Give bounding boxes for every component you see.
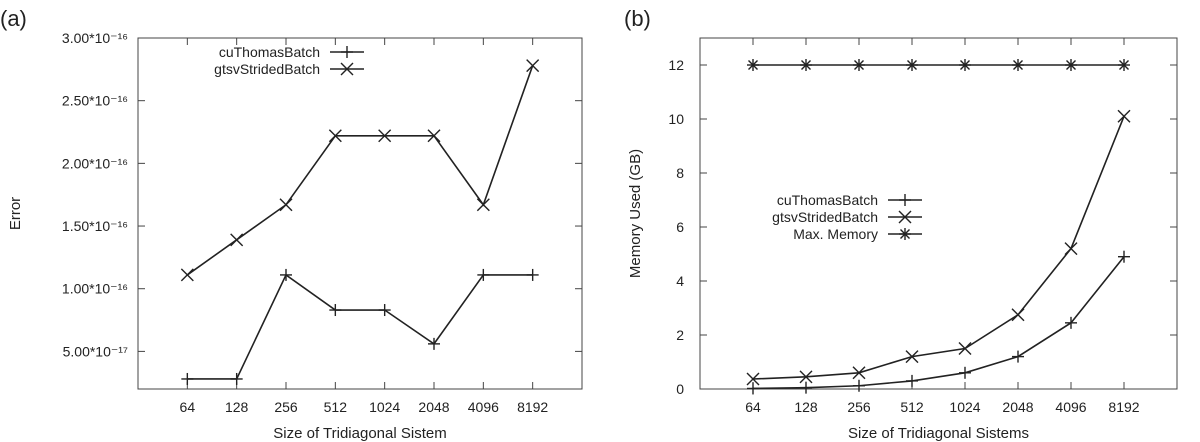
x-tick-label: 256 bbox=[847, 399, 871, 415]
x-tick-label: 8192 bbox=[1108, 399, 1139, 415]
data-point bbox=[906, 374, 918, 387]
data-point bbox=[958, 342, 972, 355]
y-tick-label: 2.50*10⁻¹⁶ bbox=[62, 93, 128, 109]
data-point bbox=[279, 198, 293, 212]
data-point bbox=[747, 59, 759, 71]
y-tick-label: 4 bbox=[676, 273, 684, 289]
data-point bbox=[180, 268, 194, 282]
y-tick-label: 10 bbox=[668, 111, 684, 127]
legend-marker bbox=[341, 46, 353, 58]
data-point bbox=[800, 381, 812, 394]
data-point bbox=[853, 59, 865, 71]
y-tick-label: 1.50*10⁻¹⁶ bbox=[62, 218, 128, 234]
data-point bbox=[746, 372, 760, 386]
error-chart-panel: (a) 5.00*10⁻¹⁷ 1.00*10⁻¹⁶ 1.50*10⁻¹⁶ 2.00*10… bbox=[0, 6, 583, 442]
data-point bbox=[1012, 59, 1024, 71]
data-point bbox=[526, 59, 540, 73]
data-point bbox=[799, 370, 813, 384]
series-line bbox=[187, 273, 533, 380]
x-tick-label: 1024 bbox=[949, 399, 980, 415]
legend-label: cuThomasBatch bbox=[777, 192, 878, 208]
x-tick-label: 256 bbox=[274, 399, 298, 415]
legend-marker bbox=[899, 194, 911, 206]
data-point bbox=[378, 304, 391, 317]
x-tick-label: 2048 bbox=[1002, 399, 1033, 415]
y-axis-label: Memory Used (GB) bbox=[627, 149, 644, 278]
x-tick-label: 64 bbox=[745, 399, 761, 415]
data-point bbox=[378, 129, 392, 143]
series-line bbox=[752, 256, 1125, 390]
data-point bbox=[1012, 350, 1024, 363]
data-point bbox=[477, 268, 490, 281]
y-tick-label: 6 bbox=[676, 219, 684, 235]
series-line bbox=[186, 65, 534, 276]
y-tick-label: 0 bbox=[676, 381, 684, 397]
data-point bbox=[1011, 308, 1025, 322]
data-point bbox=[1118, 250, 1130, 263]
x-tick-label: 4096 bbox=[468, 399, 499, 415]
plot-frame bbox=[137, 37, 583, 390]
x-tick-label: 512 bbox=[324, 399, 348, 415]
x-tick-label: 2048 bbox=[418, 399, 449, 415]
x-axis-label: Size of Tridiagonal Sistem bbox=[273, 425, 446, 442]
y-tick-label: 2.00*10⁻¹⁶ bbox=[62, 155, 128, 171]
series-max-memory bbox=[747, 59, 1130, 71]
x-tick-label: 1024 bbox=[369, 399, 400, 415]
legend-label: gtsvStridedBatch bbox=[772, 209, 878, 225]
y-tick-label: 2 bbox=[676, 327, 684, 343]
legend-label: cuThomasBatch bbox=[219, 44, 320, 60]
data-point bbox=[906, 59, 918, 71]
series-cuthomasbatch bbox=[747, 250, 1130, 395]
x-tick-label: 8192 bbox=[517, 399, 548, 415]
legend-marker bbox=[340, 62, 354, 76]
legend-label: Max. Memory bbox=[793, 226, 878, 242]
y-tick-label: 12 bbox=[668, 57, 684, 73]
data-point bbox=[476, 198, 490, 212]
y-tick-label: 1.00*10⁻¹⁶ bbox=[62, 281, 128, 297]
data-point bbox=[1065, 316, 1077, 329]
data-point bbox=[428, 337, 440, 350]
data-point bbox=[853, 379, 865, 392]
x-tick-label: 128 bbox=[225, 399, 249, 415]
data-point bbox=[280, 268, 292, 281]
y-tick-label: 3.00*10⁻¹⁶ bbox=[62, 30, 128, 46]
y-tick-label: 5.00*10⁻¹⁷ bbox=[63, 343, 128, 359]
plot-frame bbox=[699, 37, 1178, 390]
memory-chart-panel: (b) 0 2 4 6 8 10 12 64 128 256 512 1024 2048 4096 8192 S… bbox=[624, 6, 1178, 442]
panel-label: (a) bbox=[0, 6, 27, 31]
y-axis-label: Error bbox=[7, 197, 24, 230]
data-point bbox=[1117, 109, 1131, 123]
x-tick-label: 4096 bbox=[1055, 399, 1086, 415]
data-point bbox=[1118, 59, 1130, 71]
x-tick-label: 128 bbox=[794, 399, 818, 415]
data-point bbox=[800, 59, 812, 71]
data-point bbox=[328, 129, 342, 143]
data-point bbox=[905, 350, 919, 364]
legend-marker bbox=[899, 228, 911, 240]
data-point bbox=[959, 59, 971, 71]
legend-label: gtsvStridedBatch bbox=[214, 61, 320, 77]
data-point bbox=[1065, 59, 1077, 71]
data-point bbox=[1064, 242, 1078, 256]
data-point bbox=[427, 129, 441, 143]
data-point bbox=[181, 372, 194, 385]
data-point bbox=[852, 366, 866, 380]
data-point bbox=[959, 366, 971, 379]
data-point bbox=[526, 268, 539, 281]
data-point bbox=[230, 372, 243, 385]
x-axis-label: Size of Tridiagonal Sistems bbox=[848, 425, 1029, 442]
x-tick-label: 64 bbox=[180, 399, 196, 415]
data-point bbox=[329, 304, 342, 317]
series-gtsvstridedbatch bbox=[180, 59, 540, 282]
series-line bbox=[752, 116, 1125, 380]
panel-label: (b) bbox=[624, 6, 651, 31]
x-tick-label: 512 bbox=[900, 399, 924, 415]
y-tick-label: 8 bbox=[676, 165, 684, 181]
data-point bbox=[230, 233, 244, 247]
legend-marker bbox=[898, 210, 912, 224]
series-gtsvstridedbatch bbox=[746, 109, 1131, 386]
data-point bbox=[747, 382, 759, 395]
series-cuthomasbatch bbox=[181, 268, 539, 385]
